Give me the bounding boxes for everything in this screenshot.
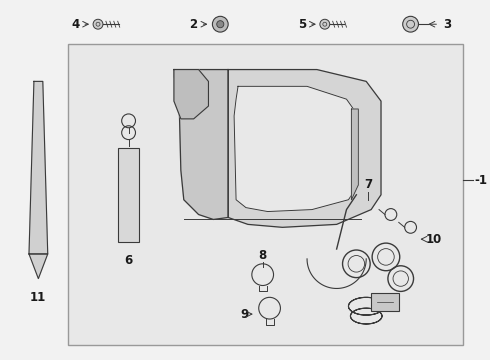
Bar	[69, 44, 463, 345]
Text: 6: 6	[124, 254, 133, 267]
Text: 5: 5	[298, 18, 306, 31]
Circle shape	[217, 21, 224, 28]
Polygon shape	[174, 69, 228, 220]
Text: 11: 11	[30, 291, 46, 305]
Polygon shape	[234, 86, 358, 212]
Polygon shape	[351, 109, 358, 200]
Text: -1: -1	[475, 174, 488, 186]
Polygon shape	[29, 81, 48, 254]
Text: 9: 9	[241, 307, 249, 321]
Text: 7: 7	[364, 179, 372, 192]
Text: 4: 4	[71, 18, 79, 31]
Circle shape	[320, 19, 330, 29]
Text: 8: 8	[259, 249, 267, 262]
Polygon shape	[228, 69, 381, 227]
Bar	[371, 293, 399, 311]
Text: 3: 3	[443, 18, 451, 31]
Polygon shape	[174, 69, 208, 119]
Text: 2: 2	[190, 18, 198, 31]
Bar	[118, 148, 140, 242]
Circle shape	[403, 16, 418, 32]
Polygon shape	[29, 254, 48, 279]
Circle shape	[212, 16, 228, 32]
Circle shape	[93, 19, 103, 29]
Text: 10: 10	[425, 233, 441, 246]
